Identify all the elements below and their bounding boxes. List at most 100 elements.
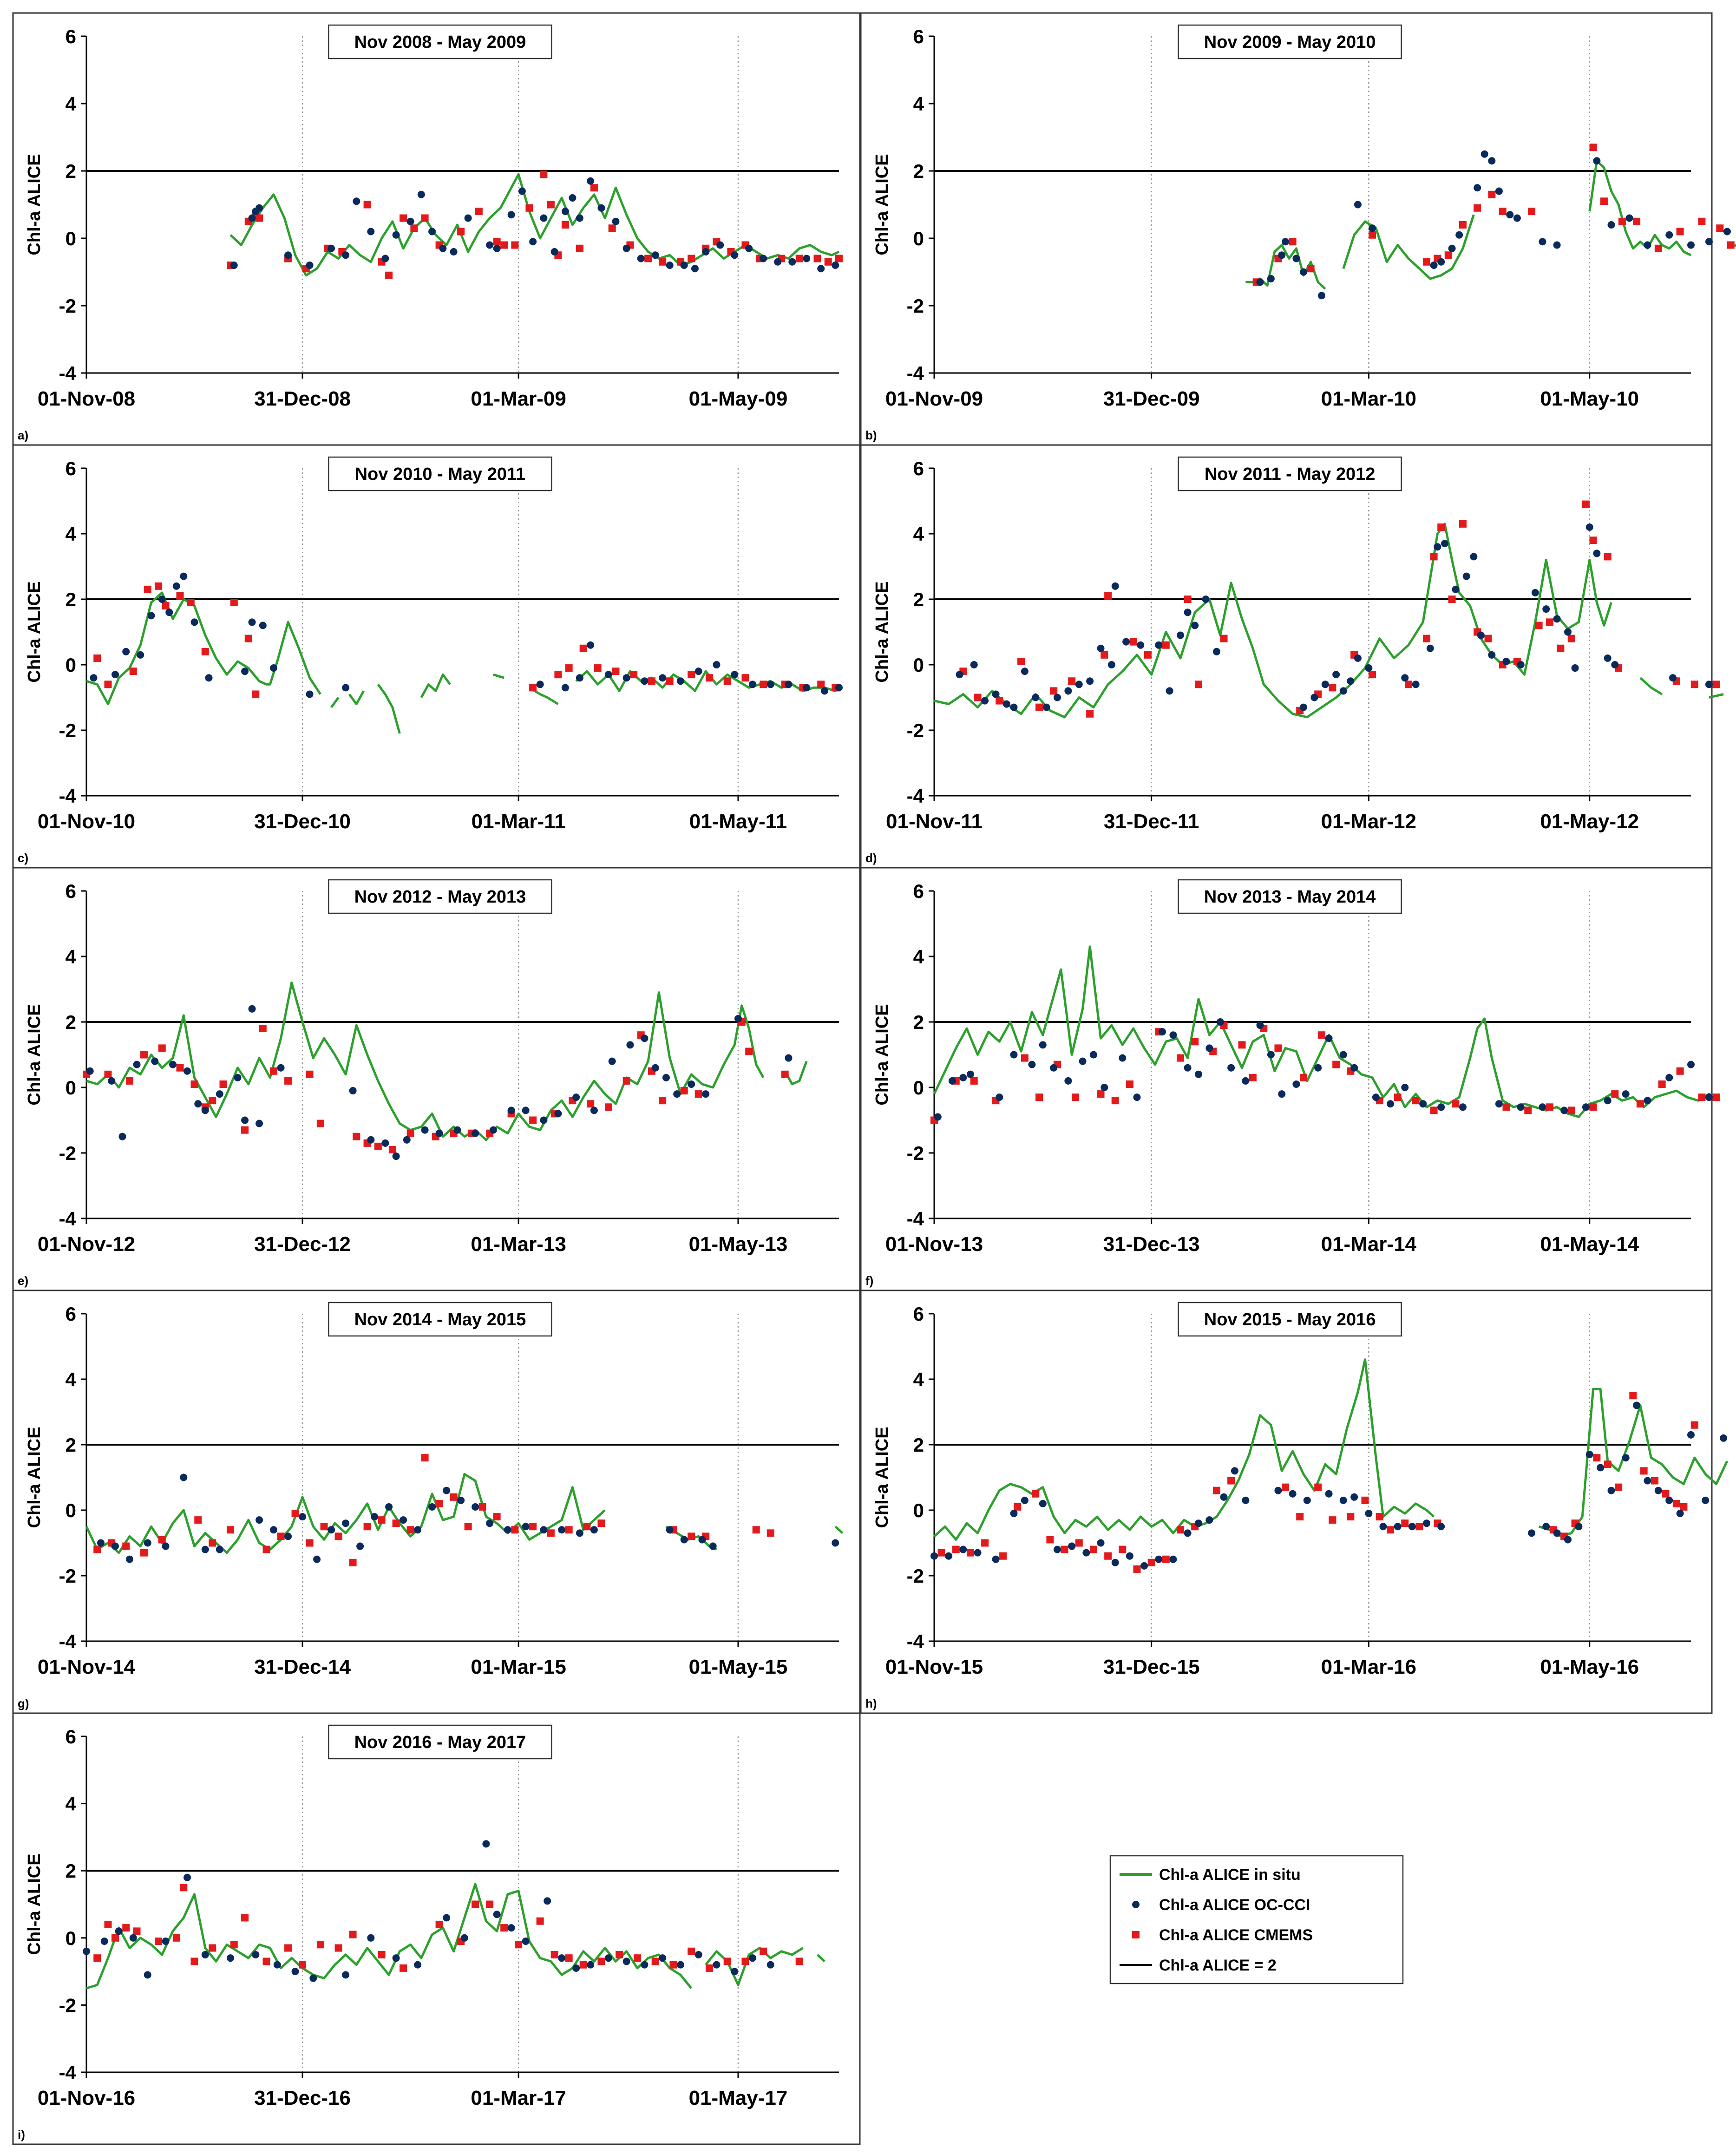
cmems-point (999, 1552, 1007, 1560)
occci-point (970, 661, 978, 668)
cmems-point (1546, 618, 1554, 626)
cmems-point (1376, 1513, 1383, 1521)
occci-point (1687, 241, 1695, 249)
cmems-point (1680, 1503, 1688, 1511)
occci-point (1437, 258, 1445, 266)
occci-point (248, 1005, 256, 1013)
occci-point (1437, 1103, 1445, 1111)
panel-letter: h) (865, 1696, 877, 1710)
y-tick-label: 0 (913, 1499, 924, 1521)
y-tick-label: 6 (913, 458, 924, 479)
cmems-point (209, 1944, 216, 1952)
occci-point (1506, 211, 1514, 219)
panel-border (12, 12, 861, 446)
occci-point (328, 1526, 335, 1534)
cmems-point (284, 1944, 292, 1952)
y-axis-label: Chl-a ALICE (872, 1004, 892, 1105)
occci-point (540, 214, 548, 222)
occci-point (367, 1934, 375, 1942)
cmems-point (1147, 1558, 1155, 1566)
x-tick-label: 01-Mar-13 (471, 1233, 566, 1256)
y-tick-label: 2 (913, 1011, 924, 1033)
cmems-point (1651, 1477, 1659, 1485)
occci-point (342, 1519, 350, 1527)
cmems-point (421, 1454, 429, 1462)
occci-point (604, 1954, 612, 1962)
occci-point (356, 1542, 364, 1550)
occci-point (1054, 694, 1061, 701)
cmems-point (334, 1944, 342, 1952)
cmems-point (172, 1934, 180, 1942)
cmems-point (723, 677, 731, 685)
occci-point (180, 572, 188, 580)
cmems-point (1690, 1421, 1698, 1429)
x-tick-label: 01-May-14 (1540, 1233, 1639, 1256)
cmems-point (1101, 651, 1108, 659)
occci-point (587, 1961, 595, 1969)
occci-point (1365, 1510, 1373, 1518)
occci-point (97, 1539, 105, 1547)
insitu-series-line (86, 591, 321, 706)
occci-point (622, 244, 630, 252)
occci-point (1401, 1084, 1409, 1091)
occci-point (1542, 605, 1550, 613)
cmems-point (1317, 1031, 1325, 1039)
cmems-point (1329, 1516, 1336, 1524)
cmems-point (1430, 553, 1438, 561)
cmems-point (1484, 635, 1492, 642)
cmems-point (579, 1961, 587, 1969)
occci-point (1321, 681, 1329, 688)
x-tick-label: 01-May-12 (1540, 810, 1639, 833)
chart-title: Nov 2014 - May 2015 (354, 1310, 526, 1329)
occci-point (716, 241, 724, 249)
occci-point (1021, 668, 1028, 675)
occci-point (507, 1924, 515, 1932)
occci-point (1539, 1103, 1546, 1111)
cmems-point (1546, 1103, 1554, 1111)
cmems-point (400, 214, 407, 222)
cmems-point (93, 654, 101, 662)
occci-point (1028, 1061, 1036, 1068)
cmems-point (952, 1545, 960, 1553)
occci-point (230, 262, 238, 269)
occci-point (803, 684, 811, 692)
cmems-point (1129, 638, 1137, 646)
legend-occci-label: Chl-a ALICE OC-CCI (1159, 1896, 1310, 1914)
occci-point (1068, 1542, 1076, 1550)
cmems-point (244, 635, 252, 642)
occci-point (832, 1539, 839, 1547)
cmems-point (209, 1539, 216, 1547)
x-tick-label: 01-Nov-08 (38, 387, 135, 410)
x-tick-label: 01-Nov-16 (38, 2087, 135, 2109)
occci-point (1387, 1100, 1395, 1108)
occci-point (493, 244, 501, 252)
occci-point (731, 251, 739, 259)
cmems-point (259, 1025, 267, 1033)
occci-point (992, 1555, 1000, 1563)
cmems-point (190, 1958, 198, 1965)
x-tick-label: 01-Nov-12 (38, 1233, 135, 1256)
cmems-point (597, 1519, 605, 1527)
occci-point (1437, 1523, 1445, 1531)
occci-point (659, 674, 667, 682)
cmems-point (1600, 197, 1608, 205)
occci-point (1517, 1103, 1525, 1111)
y-tick-label: 2 (66, 1011, 76, 1033)
occci-point (406, 217, 414, 225)
occci-point (1111, 582, 1119, 590)
occci-point (1644, 241, 1651, 249)
y-tick-label: 6 (913, 1303, 924, 1325)
occci-point (111, 671, 119, 679)
cmems-point (561, 221, 569, 229)
cmems-point (500, 1924, 508, 1932)
cmems-point (608, 224, 616, 232)
chart-title: Nov 2013 - May 2014 (1204, 887, 1376, 907)
occci-point (676, 1961, 684, 1969)
cmems-point (1452, 1100, 1460, 1108)
cmems-point (241, 1126, 249, 1134)
cmems-point (1162, 641, 1170, 649)
occci-point (1665, 1074, 1673, 1081)
cmems-point (835, 255, 843, 262)
occci-point (1488, 157, 1496, 165)
occci-point (428, 1503, 436, 1511)
